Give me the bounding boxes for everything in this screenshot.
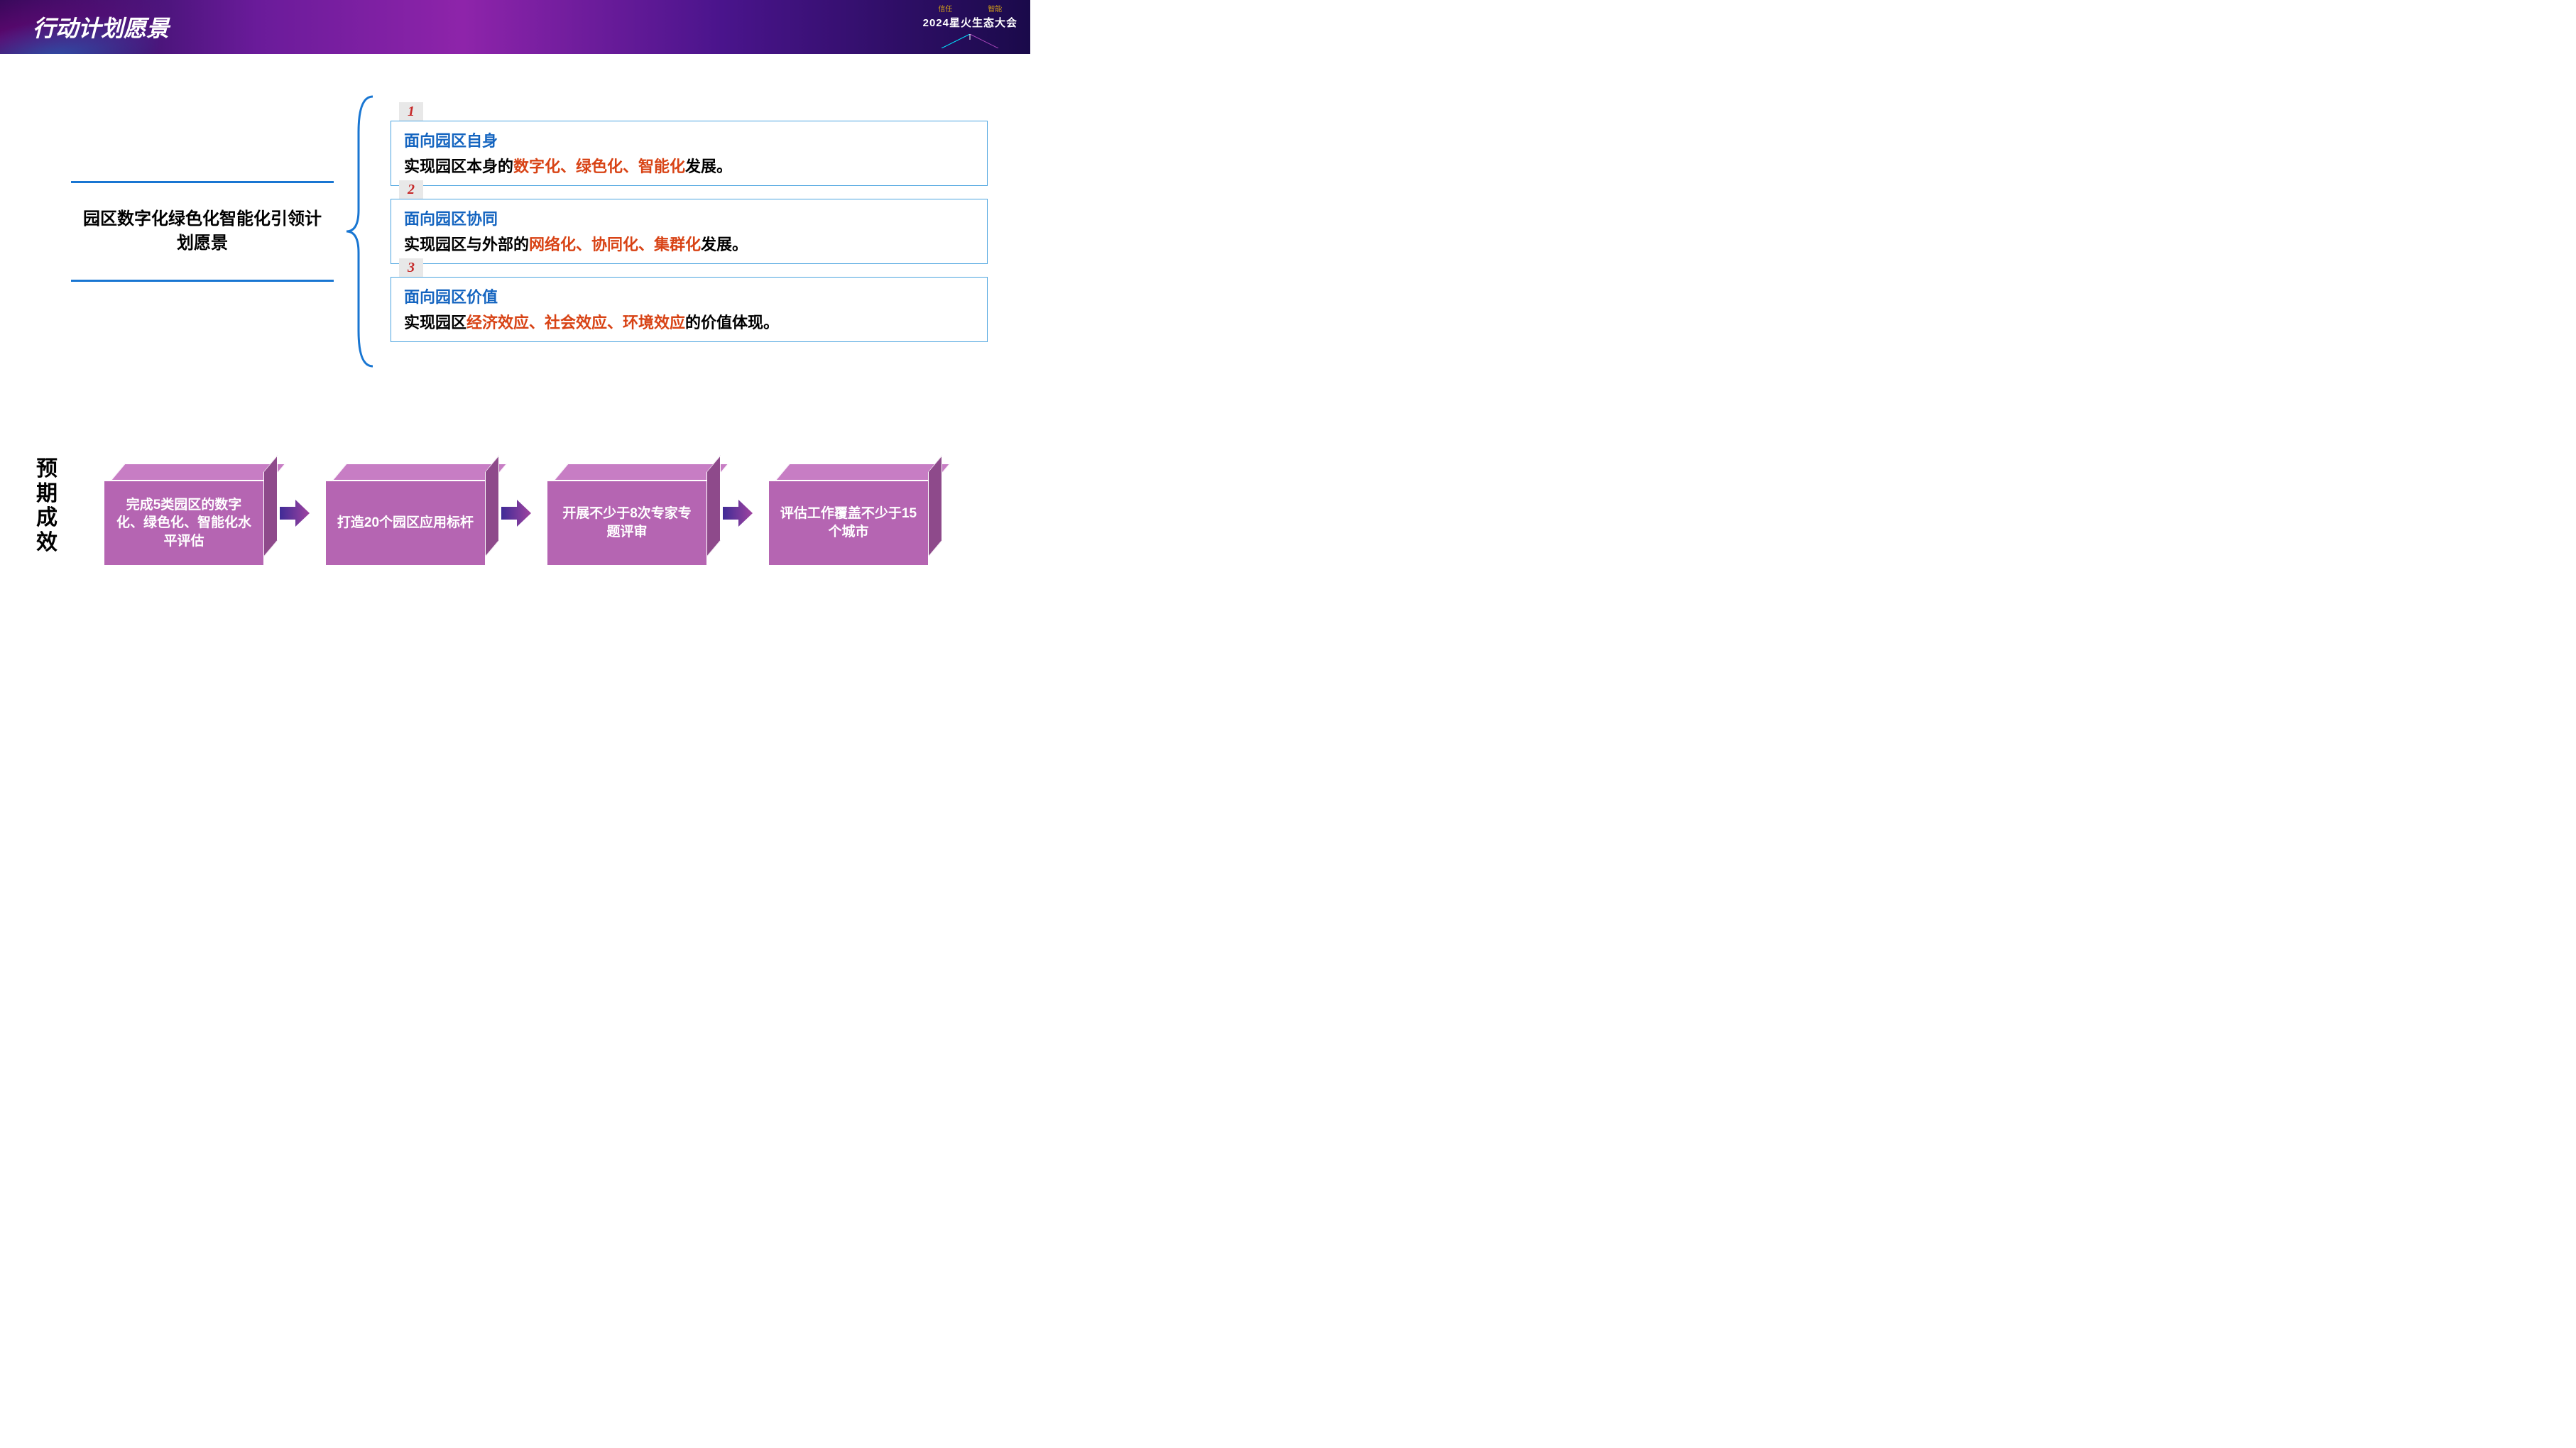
card-body-pre: 实现园区 [404,314,466,331]
header-event: 2024星火生态大会 [923,15,1017,30]
card-title: 面向园区自身 [404,128,974,151]
block-front-face: 开展不少于8次专家专题评审 [547,481,707,566]
vision-line-bottom [71,280,334,282]
card-2: 2 面向园区协同 实现园区与外部的网络化、协同化、集群化发展。 [391,199,988,264]
block-top-face [332,464,507,481]
header-decor-icon [923,34,1017,50]
outcomes-label: 预期成效 [33,457,61,555]
card-body-box: 面向园区协同 实现园区与外部的网络化、协同化、集群化发展。 [391,199,988,264]
card-number: 1 [399,102,423,121]
arrow-icon [721,497,754,530]
card-number: 2 [399,180,423,199]
card-number: 3 [399,258,423,277]
header-tag-left: 信任 [938,3,952,13]
block-front-face: 打造20个园区应用标杆 [325,481,486,566]
card-body: 实现园区经济效应、社会效应、环境效应的价值体现。 [404,310,974,333]
card-body-box: 面向园区价值 实现园区经济效应、社会效应、环境效应的价值体现。 [391,277,988,342]
header-branding: 信任 智能 2024星火生态大会 [923,3,1017,50]
brace-icon [341,89,383,373]
card-body-highlight: 经济效应、社会效应、环境效应 [466,314,685,331]
slide-header: 行动计划愿景 信任 智能 2024星火生态大会 [0,0,1030,54]
outcome-block-4: 评估工作覆盖不少于15个城市 [768,464,929,549]
card-1: 1 面向园区自身 实现园区本身的数字化、绿色化、智能化发展。 [391,121,988,186]
card-body-highlight: 网络化、协同化、集群化 [529,236,701,253]
card-title: 面向园区协同 [404,207,974,229]
outcome-block-3: 开展不少于8次专家专题评审 [547,464,707,549]
block-side-face [706,455,721,557]
cards-column: 1 面向园区自身 实现园区本身的数字化、绿色化、智能化发展。 2 面向园区协同 … [391,121,988,342]
card-title: 面向园区价值 [404,285,974,307]
vision-box: 园区数字化绿色化智能化引领计划愿景 [71,181,334,281]
card-body-pre: 实现园区本身的 [404,158,513,175]
block-side-face [263,455,278,557]
card-body-post: 发展。 [685,158,732,175]
card-body-post: 发展。 [701,236,748,253]
outcomes-row: 完成5类园区的数字化、绿色化、智能化水平评估 打造20个园区应用标杆 开展不少于… [104,464,1002,549]
block-front-face: 完成5类园区的数字化、绿色化、智能化水平评估 [104,481,264,566]
card-body-pre: 实现园区与外部的 [404,236,529,253]
card-body-post: 的价值体现。 [685,314,779,331]
outcome-block-2: 打造20个园区应用标杆 [325,464,486,549]
block-top-face [554,464,728,481]
card-body-box: 面向园区自身 实现园区本身的数字化、绿色化、智能化发展。 [391,121,988,186]
vision-section: 园区数字化绿色化智能化引领计划愿景 1 面向园区自身 实现园区本身的数字化、绿色… [0,54,1030,380]
arrow-icon [500,497,533,530]
card-3: 3 面向园区价值 实现园区经济效应、社会效应、环境效应的价值体现。 [391,277,988,342]
block-side-face [485,455,499,557]
outcomes-section: 预期成效 完成5类园区的数字化、绿色化、智能化水平评估 打造20个园区应用标杆 … [33,457,1002,555]
card-body: 实现园区与外部的网络化、协同化、集群化发展。 [404,232,974,255]
slide-title: 行动计划愿景 [33,11,169,43]
card-body-highlight: 数字化、绿色化、智能化 [513,158,685,175]
outcome-block-1: 完成5类园区的数字化、绿色化、智能化水平评估 [104,464,264,549]
arrow-icon [278,497,311,530]
block-side-face [928,455,942,557]
card-body: 实现园区本身的数字化、绿色化、智能化发展。 [404,154,974,177]
block-top-face [111,464,285,481]
block-top-face [775,464,950,481]
block-front-face: 评估工作覆盖不少于15个城市 [768,481,929,566]
vision-text: 园区数字化绿色化智能化引领计划愿景 [71,183,334,279]
header-tag-right: 智能 [988,3,1002,13]
